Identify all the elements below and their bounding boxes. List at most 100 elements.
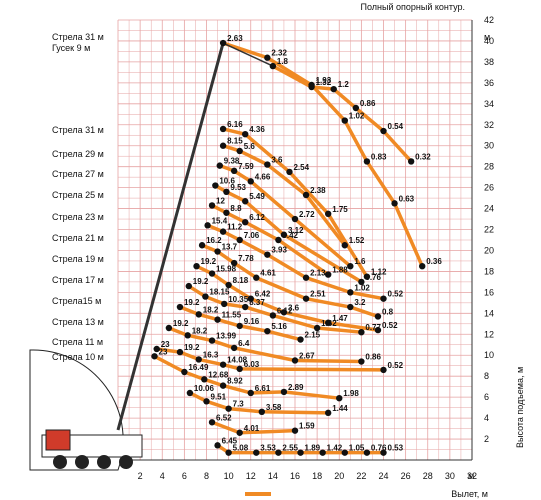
load-point — [280, 309, 288, 316]
load-point — [236, 429, 243, 436]
load-point — [336, 394, 343, 402]
load-point — [330, 85, 337, 93]
load-value-label: 2.13 — [310, 269, 326, 278]
load-value-label: 0.83 — [371, 152, 387, 161]
load-value-label: 1.44 — [332, 404, 348, 413]
load-point — [242, 218, 249, 226]
load-point — [264, 327, 271, 335]
load-value-label: 1.05 — [349, 444, 365, 453]
load-point — [380, 366, 387, 374]
load-value-label: 2.72 — [299, 210, 315, 219]
y-tick-label: 36 — [484, 78, 494, 88]
load-value-label: 3.12 — [288, 226, 304, 235]
load-point — [253, 449, 260, 456]
y-tick-label: 26 — [484, 183, 494, 193]
load-value-label: 0.8 — [382, 307, 394, 316]
load-value-label: 1.8 — [277, 57, 289, 66]
boom-label: Стрела 10 м — [52, 352, 104, 362]
load-value-label: 16.3 — [203, 350, 219, 359]
load-point — [319, 449, 326, 456]
boom-label: Стрела 23 м — [52, 212, 104, 222]
load-value-label: 2.55 — [282, 444, 298, 453]
load-point — [242, 303, 249, 311]
load-value-label: 1.6 — [354, 257, 366, 266]
load-points: 2.63 2.32 1.93 1.02 0.83 0.63 0.36 1.8 1.32 1.2 0.… — [151, 34, 442, 456]
load-point — [186, 389, 194, 397]
load-point — [341, 117, 348, 124]
load-value-label: 9.51 — [211, 392, 227, 401]
x-tick-label: 16 — [290, 471, 300, 481]
x-tick-label: 6 — [182, 471, 187, 481]
boom-label: Стрела 31 м — [52, 32, 104, 42]
load-value-label: 9.38 — [224, 157, 240, 166]
y-tick-label: 20 — [484, 245, 494, 255]
load-value-label: 1.89 — [305, 444, 321, 453]
load-point — [219, 142, 227, 149]
x-tick-label: 10 — [224, 471, 234, 481]
load-value-label: 2.32 — [271, 49, 287, 58]
load-point — [242, 198, 249, 205]
load-point — [302, 191, 310, 199]
load-value-label: 3.6 — [288, 303, 300, 312]
y-tick-label: 4 — [484, 413, 489, 423]
load-value-label: 6.16 — [227, 120, 243, 129]
truck-wheel — [75, 455, 89, 469]
load-point — [247, 295, 254, 302]
boom-label: Стрела 29 м — [52, 149, 104, 159]
load-value-label: 23 — [159, 347, 168, 356]
load-value-label: 8.18 — [233, 276, 249, 285]
load-point — [247, 178, 254, 185]
y-tick-label: 2 — [484, 434, 489, 444]
y-tick-label: 6 — [484, 392, 489, 402]
load-point — [280, 231, 288, 238]
load-value-label: 2.54 — [293, 163, 309, 172]
load-value-label: 1.32 — [316, 78, 332, 87]
x-tick-label: 8 — [204, 471, 209, 481]
y-tick-label: 42 — [484, 15, 494, 25]
load-point — [223, 209, 230, 216]
load-value-label: 0.52 — [388, 361, 404, 370]
load-point — [223, 188, 230, 196]
load-point — [264, 54, 271, 61]
boom-line — [116, 42, 225, 431]
load-point — [291, 215, 299, 223]
truck-wheel — [97, 455, 111, 469]
load-value-label: 3.42 — [282, 231, 298, 240]
load-value-label: 0.36 — [426, 257, 442, 266]
load-value-label: 0.86 — [365, 353, 381, 362]
load-point — [380, 127, 387, 135]
load-point — [165, 324, 173, 332]
load-value-label: 10.6 — [219, 177, 235, 186]
load-value-label: 10.35 — [228, 295, 249, 304]
load-value-label: 0.86 — [360, 99, 376, 108]
boom-label: Стрела15 м — [52, 296, 101, 306]
load-point — [204, 222, 211, 229]
load-point — [219, 39, 227, 47]
boom-label: Стрела 11 м — [52, 337, 103, 347]
load-point — [264, 251, 271, 258]
load-value-label: 9.16 — [244, 317, 260, 326]
load-value-label: 7.78 — [238, 254, 254, 263]
load-value-label: 1.59 — [299, 422, 315, 431]
load-value-label: 3.58 — [266, 403, 282, 412]
x-tick-label: 32 — [467, 471, 477, 481]
load-value-label: 4.66 — [255, 172, 271, 181]
legend-swatch — [245, 492, 271, 496]
y-tick-label: 38 — [484, 57, 494, 67]
load-point — [203, 398, 210, 405]
truck-wheel — [53, 455, 67, 469]
load-value-label: 1.52 — [349, 236, 365, 245]
boom-label: Стрела 13 м — [52, 317, 104, 327]
load-point — [302, 295, 310, 302]
load-point — [236, 365, 243, 373]
x-tick-label: 12 — [246, 471, 256, 481]
load-point — [219, 361, 227, 368]
load-point — [214, 316, 221, 323]
load-value-label: 5.49 — [249, 192, 265, 201]
load-point — [216, 162, 223, 169]
y-tick-label: 16 — [484, 287, 494, 297]
load-value-label: 2.63 — [227, 34, 243, 43]
y-tick-label: 24 — [484, 204, 494, 214]
load-point — [407, 158, 415, 165]
